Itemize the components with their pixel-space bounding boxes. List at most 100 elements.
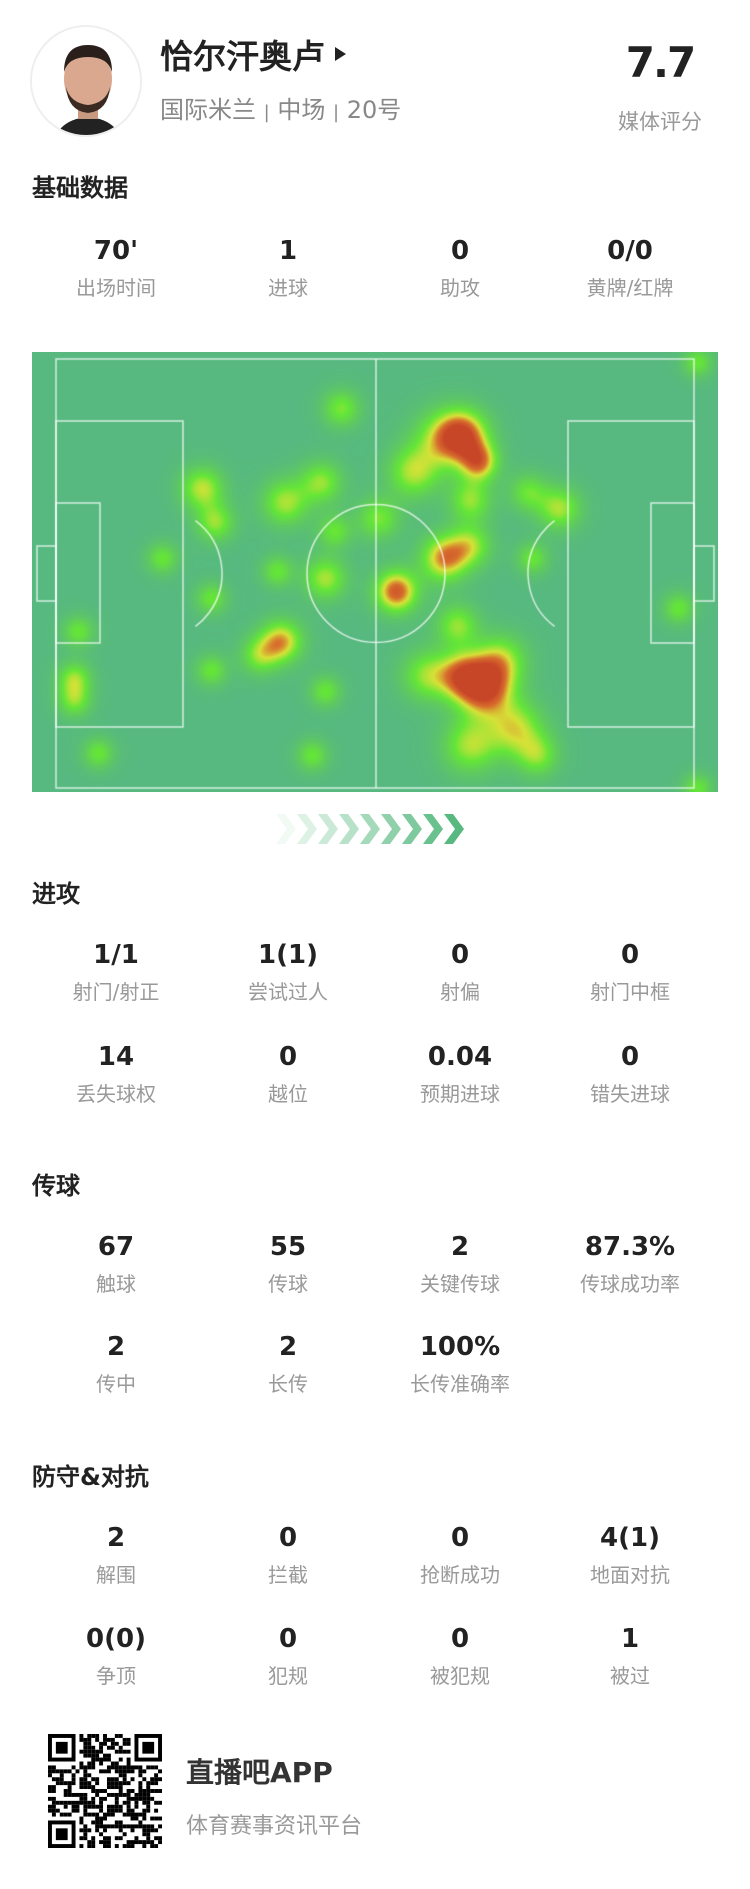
- stat-value: 55: [269, 1232, 307, 1262]
- stat-item: 0 射偏: [375, 938, 545, 1005]
- stat-item: 0.04 预期进球: [375, 1040, 545, 1107]
- stat-label: 越位: [268, 1082, 308, 1106]
- separator: |: [263, 102, 270, 123]
- chevron-right-icon: [339, 814, 359, 844]
- stat-value: 0: [620, 940, 640, 970]
- stat-item: 70' 出场时间: [31, 234, 201, 301]
- chevron-right-icon: [318, 814, 338, 844]
- player-photo-icon: [32, 27, 140, 135]
- media-rating: 7.7: [625, 38, 696, 87]
- stat-label: 拦截: [268, 1563, 308, 1587]
- shirt-number: 20号: [346, 96, 402, 124]
- stat-label: 被过: [610, 1664, 650, 1688]
- stat-item: 2 长传: [203, 1330, 373, 1397]
- stat-item: 0 犯规: [203, 1622, 373, 1689]
- qr-code-icon: [48, 1734, 162, 1848]
- stat-item: 1/1 射门/射正: [31, 938, 201, 1005]
- player-name-link[interactable]: 恰尔汗奥卢: [160, 30, 346, 78]
- stat-item: 0 被犯规: [375, 1622, 545, 1689]
- player-meta: 国际米兰 | 中场 | 20号: [160, 90, 401, 125]
- stat-item: 0 射门中框: [545, 938, 715, 1005]
- stat-value: 0: [450, 940, 470, 970]
- stat-value: 0(0): [86, 1624, 146, 1654]
- stat-item: 0 越位: [203, 1040, 373, 1107]
- stat-value: 0: [278, 1624, 298, 1654]
- player-name: 恰尔汗奥卢: [160, 37, 325, 76]
- stat-label: 丢失球权: [76, 1082, 156, 1106]
- stat-value: 0: [278, 1042, 298, 1072]
- section-title-basic: 基础数据: [32, 174, 128, 202]
- stat-item: 0 抢断成功: [375, 1521, 545, 1588]
- chevron-right-icon: [360, 814, 380, 844]
- stat-item: 0 错失进球: [545, 1040, 715, 1107]
- position: 中场: [277, 96, 326, 124]
- stat-item: 2 传中: [31, 1330, 201, 1397]
- app-slogan: 体育赛事资讯平台: [186, 1814, 363, 1839]
- stat-value: 1: [278, 236, 298, 266]
- stat-label: 射偏: [440, 980, 480, 1004]
- stat-label: 犯规: [268, 1664, 308, 1688]
- stat-value: 1: [620, 1624, 640, 1654]
- stat-label: 被犯规: [430, 1664, 490, 1688]
- stat-value: 0: [450, 236, 470, 266]
- stat-label: 尝试过人: [248, 980, 328, 1004]
- stat-item: 87.3% 传球成功率: [545, 1230, 715, 1297]
- stat-value: 1(1): [258, 940, 318, 970]
- stat-label: 传球成功率: [580, 1272, 680, 1296]
- stat-value: 0: [450, 1624, 470, 1654]
- stat-item: 14 丢失球权: [31, 1040, 201, 1107]
- stat-label: 长传准确率: [410, 1372, 510, 1396]
- stat-item: 2 解围: [31, 1521, 201, 1588]
- stat-label: 预期进球: [420, 1082, 500, 1106]
- stat-label: 射门中框: [590, 980, 670, 1004]
- stat-item: 1 进球: [203, 234, 373, 301]
- stat-value: 2: [278, 1332, 298, 1362]
- stat-value: 0.04: [427, 1042, 493, 1072]
- attack-direction-arrows-icon: [276, 814, 464, 844]
- stat-label: 错失进球: [590, 1082, 670, 1106]
- team-name: 国际米兰: [160, 96, 256, 124]
- section-title-defense: 防守&对抗: [32, 1463, 149, 1491]
- stat-value: 0: [620, 1042, 640, 1072]
- stat-value: 0/0: [607, 236, 653, 266]
- stat-item: 100% 长传准确率: [375, 1330, 545, 1397]
- stat-item: 0(0) 争顶: [31, 1622, 201, 1689]
- app-name: 直播吧APP: [186, 1756, 333, 1789]
- stat-item: 67 触球: [31, 1230, 201, 1297]
- stat-value: 0: [450, 1523, 470, 1553]
- heatmap-pitch: [32, 352, 718, 792]
- stat-label: 出场时间: [76, 276, 156, 300]
- stat-item: 55 传球: [203, 1230, 373, 1297]
- chevron-right-icon: [297, 814, 317, 844]
- stat-value: 2: [450, 1232, 470, 1262]
- stat-value: 2: [106, 1523, 126, 1553]
- stat-label: 解围: [96, 1563, 136, 1587]
- stat-value: 4(1): [600, 1523, 660, 1553]
- stat-label: 传中: [96, 1372, 136, 1396]
- stat-item: 0 助攻: [375, 234, 545, 301]
- stat-item: 1 被过: [545, 1622, 715, 1689]
- caret-right-icon: [335, 47, 346, 61]
- chevron-right-icon: [423, 814, 443, 844]
- stat-value: 2: [106, 1332, 126, 1362]
- stat-value: 67: [97, 1232, 135, 1262]
- stat-value: 1/1: [93, 940, 139, 970]
- player-avatar[interactable]: [30, 25, 142, 137]
- chevron-right-icon: [444, 814, 464, 844]
- section-title-attack: 进攻: [32, 880, 80, 908]
- chevron-right-icon: [276, 814, 296, 844]
- stat-label: 进球: [268, 276, 308, 300]
- stat-label: 传球: [268, 1272, 308, 1296]
- stat-value: 0: [278, 1523, 298, 1553]
- chevron-right-icon: [381, 814, 401, 844]
- media-rating-label: 媒体评分: [618, 110, 702, 134]
- stat-label: 射门/射正: [72, 980, 160, 1004]
- section-title-passing: 传球: [32, 1172, 80, 1200]
- stat-item: 4(1) 地面对抗: [545, 1521, 715, 1588]
- stat-item: 1(1) 尝试过人: [203, 938, 373, 1005]
- stat-item: 2 关键传球: [375, 1230, 545, 1297]
- stat-label: 地面对抗: [590, 1563, 670, 1587]
- stat-label: 抢断成功: [420, 1563, 500, 1587]
- stat-value: 70': [93, 236, 139, 266]
- stat-label: 关键传球: [420, 1272, 500, 1296]
